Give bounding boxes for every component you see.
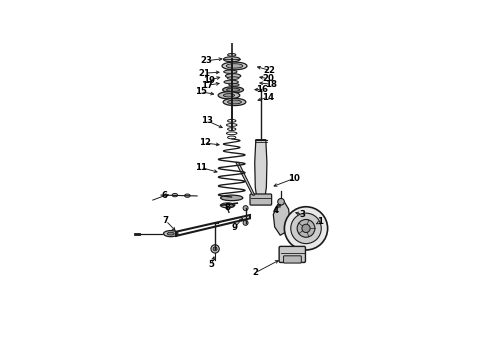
Ellipse shape <box>223 94 235 97</box>
Text: 22: 22 <box>264 66 276 75</box>
Text: 6: 6 <box>162 190 168 199</box>
Text: 11: 11 <box>195 163 207 172</box>
Ellipse shape <box>224 80 238 84</box>
Ellipse shape <box>172 193 178 197</box>
Text: 18: 18 <box>265 80 277 89</box>
Text: 2: 2 <box>252 268 258 277</box>
Text: 12: 12 <box>198 139 211 148</box>
Text: 21: 21 <box>198 69 211 78</box>
Text: 5: 5 <box>209 260 215 269</box>
Text: 14: 14 <box>262 93 274 102</box>
Ellipse shape <box>222 62 247 70</box>
Ellipse shape <box>225 74 241 78</box>
Circle shape <box>278 198 284 205</box>
FancyBboxPatch shape <box>284 256 301 263</box>
Text: 9: 9 <box>231 223 238 232</box>
FancyBboxPatch shape <box>250 194 271 205</box>
Text: 7: 7 <box>163 216 169 225</box>
Ellipse shape <box>226 88 240 91</box>
Ellipse shape <box>185 194 190 197</box>
Circle shape <box>243 206 248 211</box>
Ellipse shape <box>229 84 239 86</box>
Polygon shape <box>255 140 267 195</box>
Ellipse shape <box>227 53 236 56</box>
Circle shape <box>284 207 328 250</box>
Ellipse shape <box>223 70 237 73</box>
Ellipse shape <box>223 98 246 105</box>
Text: 13: 13 <box>201 116 213 125</box>
Ellipse shape <box>167 232 174 235</box>
Ellipse shape <box>220 195 243 201</box>
Ellipse shape <box>220 203 235 208</box>
Polygon shape <box>273 202 290 235</box>
Text: 16: 16 <box>256 85 268 94</box>
Circle shape <box>213 247 217 251</box>
Ellipse shape <box>227 77 239 80</box>
FancyBboxPatch shape <box>279 246 305 262</box>
Ellipse shape <box>223 87 244 93</box>
Text: 20: 20 <box>262 74 274 83</box>
Circle shape <box>243 220 248 225</box>
Ellipse shape <box>223 57 240 62</box>
Ellipse shape <box>227 100 242 104</box>
Polygon shape <box>236 162 255 195</box>
Text: 19: 19 <box>203 76 215 85</box>
Circle shape <box>297 220 315 237</box>
Text: 15: 15 <box>195 87 207 96</box>
Circle shape <box>211 245 219 253</box>
Ellipse shape <box>164 231 178 237</box>
Text: 4: 4 <box>273 206 279 215</box>
Text: 1: 1 <box>317 217 323 226</box>
Circle shape <box>302 224 310 233</box>
Ellipse shape <box>226 64 243 68</box>
Text: 8: 8 <box>224 203 231 212</box>
Text: 23: 23 <box>201 56 213 65</box>
Text: 10: 10 <box>288 174 300 183</box>
Text: 17: 17 <box>201 81 213 90</box>
Circle shape <box>291 213 321 244</box>
Text: 3: 3 <box>299 210 305 219</box>
Ellipse shape <box>218 92 240 99</box>
